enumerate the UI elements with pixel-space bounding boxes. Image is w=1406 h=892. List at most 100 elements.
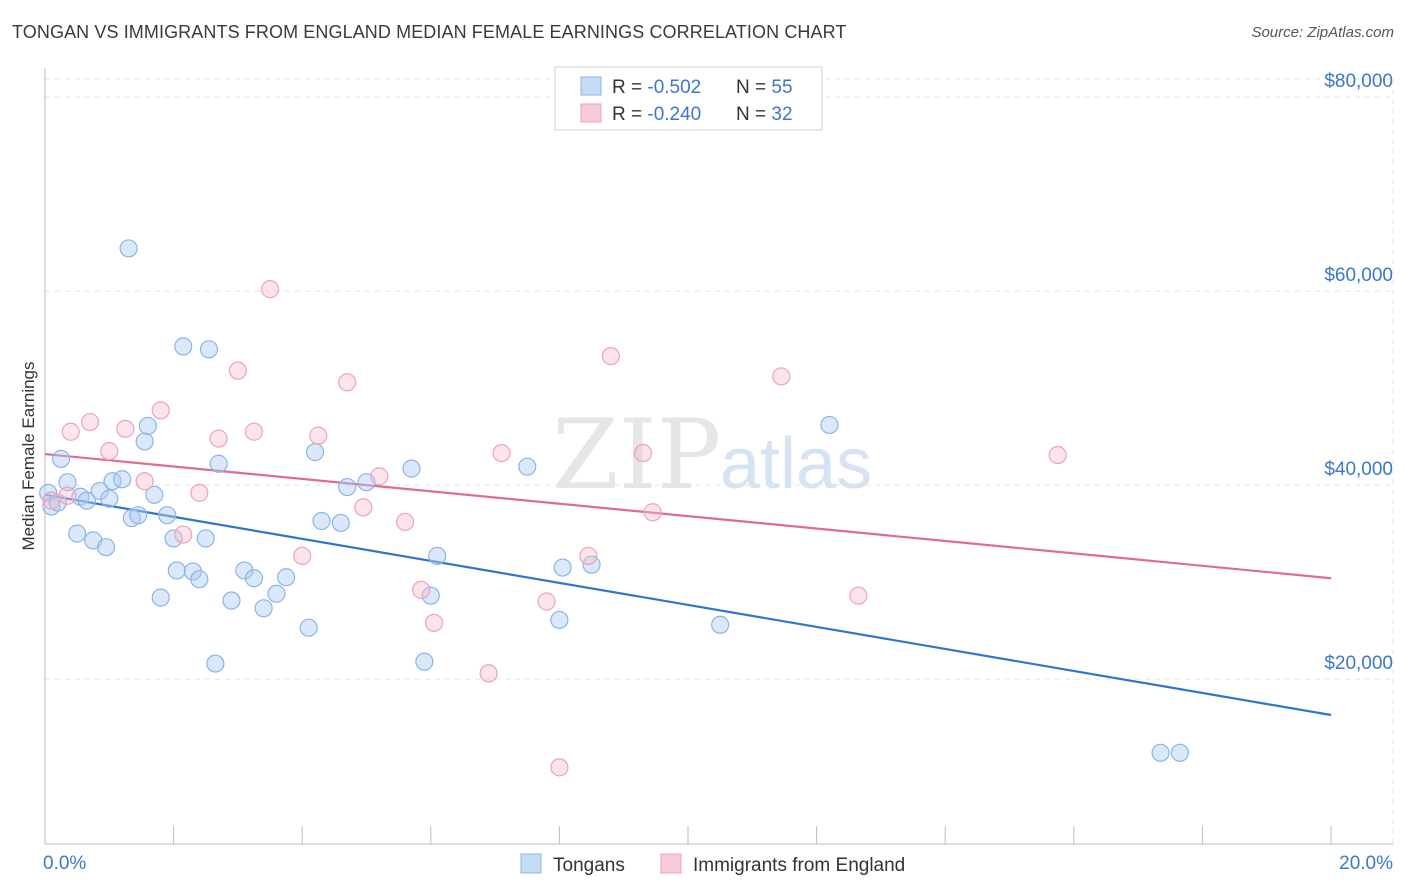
legend-n-value-2: 32	[771, 104, 792, 125]
point-tongans-47	[550, 610, 569, 630]
point-tongans-20	[158, 506, 177, 525]
x-tick-label-max: 20.0%	[1339, 853, 1393, 874]
point-tongans-10	[100, 489, 119, 508]
x-tick-label-min: 0.0%	[43, 853, 86, 874]
point-tongans-40	[338, 477, 357, 497]
point-tongans-42	[402, 459, 421, 478]
point-england-11	[228, 361, 247, 380]
point-england-18	[370, 467, 389, 486]
point-tongans-3	[58, 473, 77, 492]
point-england-16	[338, 373, 357, 392]
point-england-9	[190, 483, 209, 502]
point-england-15	[309, 426, 328, 445]
point-tongans-31	[235, 561, 254, 580]
y-tick-label-3: $80,000	[1324, 71, 1393, 92]
svg-text:N = 55: N = 55	[736, 77, 793, 98]
trend-line-england	[44, 452, 1332, 580]
point-tongans-48	[553, 558, 572, 577]
series-legend-swatch-england	[660, 853, 682, 874]
point-tongans-30	[222, 591, 241, 610]
point-tongans-18	[145, 485, 164, 504]
svg-text:R = -0.502: R = -0.502	[612, 77, 701, 98]
point-tongans-46	[518, 457, 537, 476]
point-tongans-29	[209, 454, 228, 473]
point-england-17	[354, 498, 373, 517]
point-tongans-27	[199, 340, 219, 359]
svg-text:N = 32: N = 32	[736, 104, 793, 125]
stats-legend: R = -0.502 N = 55 R = -0.240 N = 32	[554, 66, 823, 131]
legend-n-label-1: N =	[736, 77, 771, 98]
point-tongans-25	[190, 570, 209, 589]
svg-text:R = -0.240: R = -0.240	[612, 104, 701, 125]
y-tick-label-2: $60,000	[1324, 265, 1393, 286]
point-england-30	[772, 367, 791, 386]
point-tongans-33	[254, 599, 273, 618]
point-tongans-13	[119, 239, 138, 258]
point-tongans-32	[244, 569, 264, 588]
y-tick-label-0: $20,000	[1324, 653, 1393, 674]
point-tongans-54	[48, 493, 67, 512]
point-tongans-2	[51, 449, 71, 469]
point-tongans-4	[68, 524, 87, 543]
point-england-5	[116, 419, 135, 438]
legend-r-value-2: -0.240	[647, 104, 701, 125]
watermark-atlas: atlas	[720, 424, 872, 504]
data-points	[39, 239, 1189, 777]
point-england-32	[1048, 445, 1067, 465]
legend-r-value-1: -0.502	[647, 77, 701, 98]
point-tongans-45	[428, 546, 447, 566]
point-tongans-21	[164, 529, 183, 548]
point-england-8	[174, 525, 193, 544]
series-legend: Tongans Immigrants from England	[520, 853, 905, 876]
point-england-21	[424, 613, 444, 632]
point-tongans-52	[1151, 743, 1170, 762]
trend-lines	[44, 452, 1332, 717]
point-england-26	[579, 546, 598, 566]
point-tongans-19	[151, 588, 170, 607]
y-axis-title: Median Female Earnings	[19, 362, 38, 551]
point-england-25	[550, 758, 569, 777]
legend-n-label-2: N =	[736, 104, 771, 125]
point-england-4	[100, 442, 119, 461]
legend-swatch-england	[580, 103, 602, 123]
point-tongans-8	[90, 481, 109, 501]
point-england-14	[293, 546, 312, 566]
point-england-22	[479, 664, 498, 683]
series-legend-label-england: Immigrants from England	[693, 855, 905, 876]
series-legend-swatch-tongans	[520, 853, 542, 874]
point-tongans-16	[135, 432, 154, 451]
point-tongans-37	[305, 443, 325, 462]
point-tongans-39	[331, 513, 350, 533]
source-credit: Source: ZipAtlas.com	[1251, 24, 1394, 41]
point-england-3	[80, 412, 100, 432]
trend-line-tongans	[44, 493, 1332, 717]
point-england-19	[395, 512, 415, 532]
point-england-24	[537, 592, 556, 611]
point-tongans-28	[206, 654, 225, 673]
point-tongans-43	[415, 652, 434, 671]
chart-title: TONGAN VS IMMIGRANTS FROM ENGLAND MEDIAN…	[12, 22, 847, 42]
point-england-7	[151, 401, 170, 420]
point-england-31	[849, 586, 868, 605]
point-england-12	[244, 422, 264, 441]
point-england-29	[643, 503, 662, 522]
legend-r-label-2: R =	[612, 104, 647, 125]
point-england-27	[601, 346, 620, 366]
point-tongans-38	[312, 511, 331, 531]
point-england-2	[61, 422, 80, 441]
point-england-28	[633, 443, 653, 463]
point-tongans-23	[174, 337, 193, 356]
point-england-0	[42, 491, 61, 510]
point-england-13	[260, 280, 280, 299]
series-legend-label-tongans: Tongans	[553, 855, 625, 876]
point-england-1	[58, 486, 77, 505]
tick-labels: $20,000 $40,000 $60,000 $80,000 0.0% 20.0%	[43, 71, 1393, 874]
point-tongans-53	[1170, 743, 1189, 762]
point-tongans-22	[167, 561, 186, 580]
watermark-zip: ZIP	[552, 399, 721, 511]
axes	[44, 68, 1393, 845]
point-tongans-34	[267, 584, 286, 603]
point-england-10	[209, 429, 228, 448]
point-tongans-9	[96, 538, 116, 557]
